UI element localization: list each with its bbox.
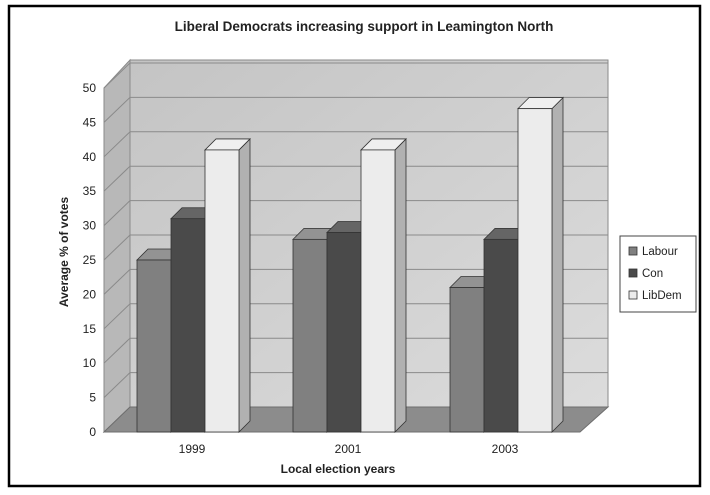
bar-front — [449, 287, 485, 433]
legend-label-labour: Labour — [642, 246, 678, 258]
legend: Labour Con LibDem — [619, 235, 697, 313]
bar-front — [326, 232, 362, 433]
y-tick-label: 5 — [89, 391, 96, 405]
bar-front — [292, 238, 328, 433]
x-tick-label: 1999 — [179, 442, 206, 456]
y-tick-label: 20 — [83, 287, 97, 301]
y-tick-label: 25 — [83, 253, 97, 267]
gridline — [103, 62, 131, 89]
legend-swatch-libdem — [628, 290, 638, 300]
y-tick-label: 45 — [83, 115, 97, 129]
bar-side — [394, 137, 407, 433]
chart-title: Liberal Democrats increasing support in … — [175, 19, 554, 34]
y-axis-label: Average % of votes — [57, 197, 71, 308]
legend-swatch-labour — [628, 246, 638, 256]
y-tick-label: 10 — [83, 356, 97, 370]
y-tick-label: 30 — [83, 219, 97, 233]
legend-label-con: Con — [642, 268, 663, 280]
bar-front — [170, 218, 206, 433]
gridline — [103, 372, 131, 398]
bar-front — [517, 108, 553, 433]
y-axis-ticks: 0 5 10 15 20 25 30 35 40 45 50 — [83, 81, 97, 439]
plot-area — [102, 58, 610, 434]
gridline — [103, 303, 131, 330]
bar-front — [136, 259, 172, 433]
bar-libdem-2001 — [360, 137, 407, 433]
bar-libdem-1999 — [204, 137, 251, 433]
x-tick-label: 2003 — [492, 442, 519, 456]
gridline — [103, 165, 131, 192]
bar-libdem-2003 — [517, 96, 564, 433]
y-tick-label: 15 — [83, 322, 97, 336]
bar-front — [204, 149, 240, 433]
x-tick-label: 2001 — [335, 442, 362, 456]
bar-side — [551, 96, 564, 433]
gridline — [103, 97, 131, 123]
x-axis-ticks: 1999 2001 2003 — [179, 442, 519, 456]
legend-swatch-con — [628, 268, 638, 278]
bars — [136, 96, 564, 433]
y-tick-label: 50 — [83, 81, 97, 95]
bar-front — [360, 149, 396, 433]
bar-front — [483, 238, 519, 433]
gridline — [103, 269, 131, 295]
gridline — [103, 200, 131, 226]
gridline — [103, 131, 131, 158]
x-axis-label: Local election years — [281, 462, 396, 476]
y-tick-label: 40 — [83, 150, 97, 164]
legend-label-libdem: LibDem — [642, 290, 682, 302]
gridline — [103, 337, 131, 364]
gridline — [103, 234, 131, 261]
y-tick-label: 35 — [83, 184, 97, 198]
y-tick-label: 0 — [89, 425, 96, 439]
bar-side — [238, 137, 251, 433]
